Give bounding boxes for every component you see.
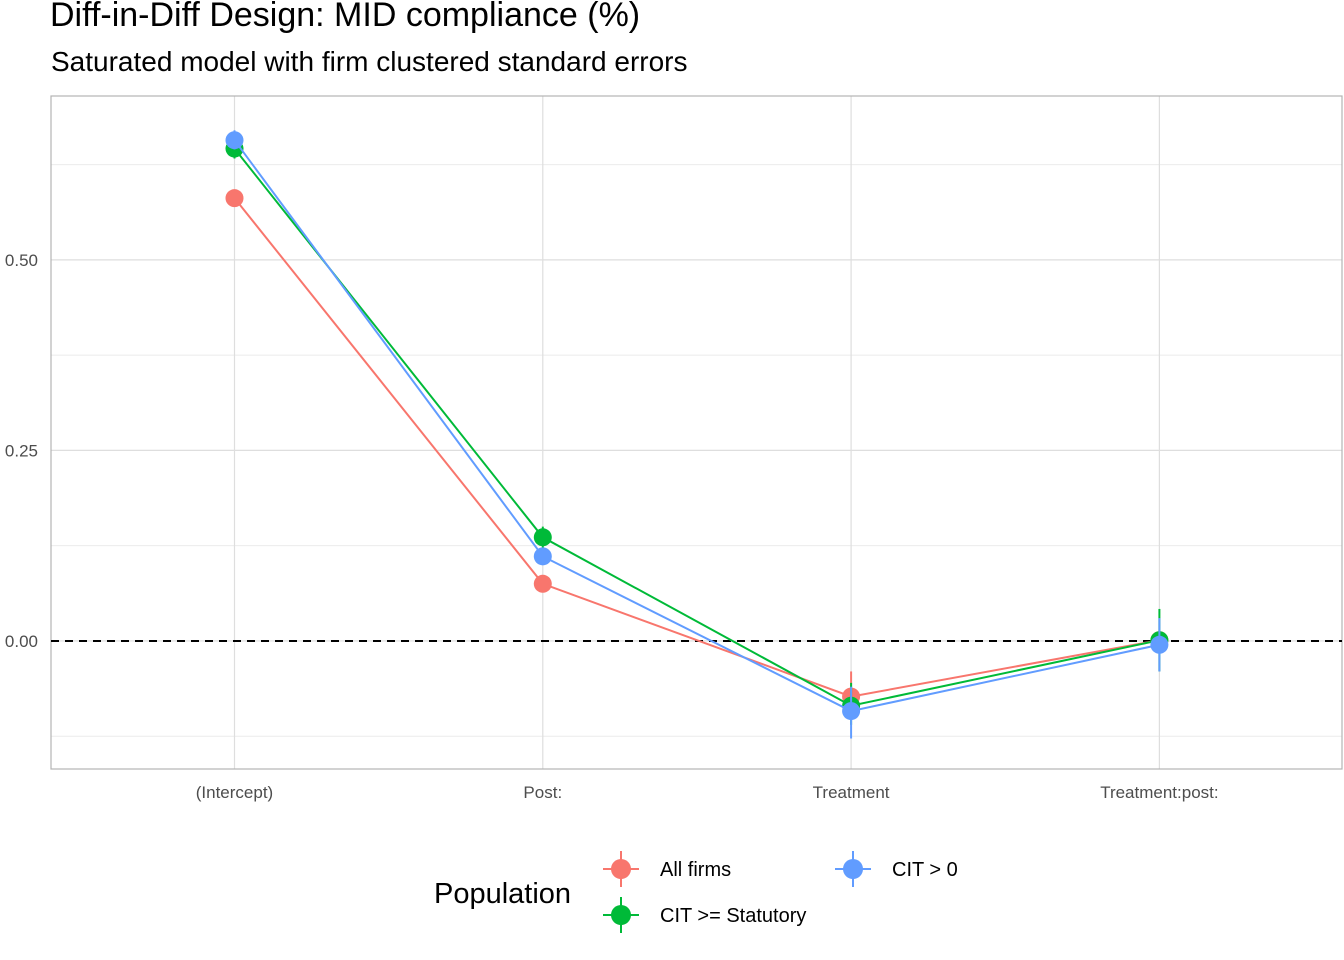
- legend: Population All firms CIT > 0 CIT >= Statuto…: [434, 851, 958, 933]
- series-0: [225, 189, 1169, 716]
- data-point: [533, 528, 552, 547]
- x-tick-label: Treatment:post:: [1100, 783, 1218, 802]
- chart-title: Diff-in-Diff Design: MID compliance (%): [50, 0, 641, 34]
- legend-key-point: [611, 905, 631, 925]
- data-point: [1150, 635, 1169, 654]
- data-point: [533, 574, 552, 593]
- legend-title: Population: [434, 878, 571, 910]
- series-layer: [225, 130, 1169, 739]
- legend-label: CIT >= Statutory: [660, 905, 806, 927]
- legend-key: [603, 851, 639, 887]
- x-tick-label: Treatment: [813, 783, 890, 802]
- data-point: [842, 702, 861, 721]
- panel-border: [50, 95, 1343, 770]
- legend-label: All firms: [660, 859, 731, 881]
- series-line: [233, 139, 1160, 713]
- y-tick-label: 0.00: [5, 632, 38, 651]
- data-point: [533, 547, 552, 566]
- x-tick-label: Post:: [523, 783, 562, 802]
- legend-key: [835, 851, 871, 887]
- data-point: [225, 131, 244, 150]
- legend-key: [603, 897, 639, 933]
- y-tick-label: 0.50: [5, 251, 38, 270]
- series-line: [233, 197, 1160, 698]
- chart-subtitle: Saturated model with firm clustered stan…: [51, 46, 688, 77]
- series-1: [225, 137, 1169, 725]
- series-2: [225, 130, 1169, 739]
- grid-layer: [50, 95, 1343, 770]
- legend-label: CIT > 0: [892, 859, 958, 881]
- legend-key-point: [843, 859, 863, 879]
- x-tick-label: (Intercept): [196, 783, 273, 802]
- data-point: [225, 189, 244, 208]
- series-line: [233, 147, 1160, 707]
- legend-key-point: [611, 859, 631, 879]
- y-tick-label: 0.25: [5, 441, 38, 460]
- axis-layer: 0.00 0.25 0.50 (Intercept) Post: Treatment Tre…: [5, 251, 1219, 802]
